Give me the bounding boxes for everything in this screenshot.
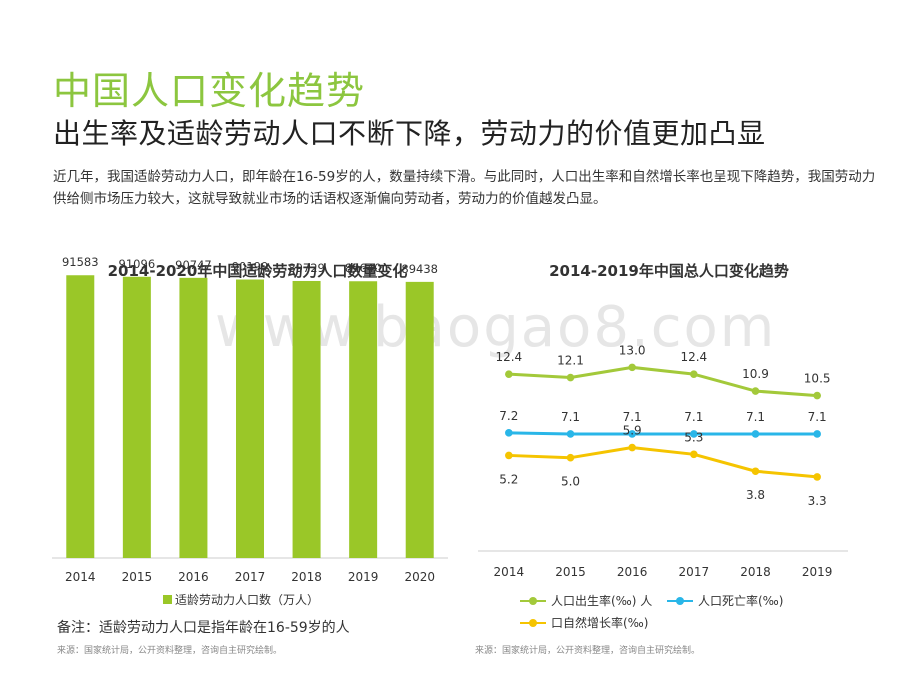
- line-data-label: 13.0: [619, 343, 646, 357]
- line-data-label: 7.2: [499, 409, 518, 423]
- line-data-label: 12.1: [557, 354, 584, 368]
- line-x-tick-label: 2017: [679, 565, 710, 579]
- page-title: 中国人口变化趋势: [53, 69, 366, 113]
- line-point: [628, 443, 636, 452]
- bar: [66, 275, 95, 558]
- legend-label-death-rate: 人口死亡率(‰): [698, 594, 784, 608]
- line-x-tick-label: 2018: [740, 565, 771, 579]
- line-point: [690, 450, 698, 459]
- line-data-label: 10.9: [742, 367, 769, 381]
- line-point: [566, 373, 575, 382]
- bar-x-tick-label: 2020: [404, 570, 435, 584]
- line-point: [566, 453, 575, 462]
- line-data-label: 7.1: [808, 410, 827, 424]
- series-line: [508, 446, 818, 479]
- line-point: [690, 370, 698, 378]
- line-point: [813, 391, 821, 400]
- line-point: [505, 370, 513, 378]
- line-point: [505, 451, 513, 460]
- bar-x-tick-label: 2016: [178, 570, 209, 584]
- bar-x-tick-label: 2018: [291, 570, 322, 584]
- line-point: [813, 430, 821, 438]
- legend-label-growth-rate: 口自然增长率(‰): [551, 616, 649, 630]
- bar: [292, 280, 321, 558]
- line-x-tick-label: 2015: [555, 565, 586, 579]
- legend-label-birth-rate: 人口出生率(‰) 人: [551, 594, 653, 608]
- line-point: [813, 473, 821, 481]
- line-data-label: 5.3: [684, 430, 703, 444]
- line-data-label: 7.1: [746, 410, 765, 424]
- bar-data-label: 89729: [288, 261, 325, 275]
- line-point: [751, 467, 760, 476]
- bar: [122, 276, 151, 558]
- bar: [405, 281, 434, 558]
- line-data-label: 3.8: [746, 488, 765, 502]
- line-data-label: 12.4: [495, 350, 522, 364]
- line-data-label: 5.9: [623, 424, 642, 438]
- footnote: 备注：适龄劳动力人口是指年龄在16-59岁的人: [57, 620, 350, 636]
- line-data-label: 5.0: [561, 475, 580, 489]
- line-point: [628, 430, 636, 438]
- bar-data-label: 91583: [62, 255, 99, 269]
- line-data-label: 12.4: [680, 350, 707, 364]
- source-note-right: 来源：国家统计局，公开资料整理，咨询自主研究绘制。: [475, 646, 701, 656]
- bar-data-label: 90199: [232, 260, 269, 274]
- bar: [179, 277, 208, 558]
- line-data-label: 5.2: [499, 472, 518, 486]
- series-line: [508, 431, 818, 436]
- legend-label-labor: 适龄劳动力人口数（万人）: [175, 593, 320, 607]
- line-point: [505, 429, 513, 437]
- source-note-left: 来源：国家统计局，公开资料整理，咨询自主研究绘制。: [57, 646, 283, 656]
- line-chart-title: 2014-2019年中国总人口变化趋势: [549, 262, 789, 280]
- page-subtitle: 出生率及适龄劳动人口不断下降，劳动力的价值更加凸显: [53, 117, 766, 150]
- line-data-label: 7.1: [623, 410, 642, 424]
- bar: [349, 281, 378, 558]
- line-x-tick-label: 2019: [802, 565, 833, 579]
- line-point: [628, 363, 636, 372]
- bar-data-label: 91096: [119, 257, 156, 271]
- bar-x-tick-label: 2017: [235, 570, 266, 584]
- line-point: [566, 430, 575, 438]
- legend-swatch-square-icon: [163, 595, 172, 604]
- bar-chart-title: 2014-2020年中国适龄劳动力人口数量变化: [107, 262, 408, 280]
- bar-x-tick-label: 2015: [122, 570, 153, 584]
- line-x-tick-label: 2014: [494, 565, 525, 579]
- legend-dot-icon: [529, 619, 537, 627]
- legend-dot-icon: [529, 597, 537, 605]
- line-data-label: 7.1: [684, 410, 703, 424]
- legend-dot-icon: [676, 597, 684, 605]
- line-data-label: 3.3: [808, 494, 827, 508]
- bar-chart-legend: 适龄劳动力人口数（万人）: [163, 591, 319, 608]
- series-line: [508, 365, 818, 398]
- line-point: [751, 387, 760, 395]
- intro-paragraph: 近几年，我国适龄劳动力人口，即年龄在16-59岁的人，数量持续下滑。与此同时，人…: [53, 169, 876, 207]
- bar-x-tick-label: 2014: [65, 570, 96, 584]
- bar-data-label: 89640: [345, 261, 382, 275]
- line-x-tick-label: 2016: [617, 565, 648, 579]
- line-point: [751, 430, 760, 438]
- bar-data-label: 89438: [401, 262, 438, 276]
- line-data-label: 10.5: [804, 372, 831, 386]
- bar: [236, 279, 264, 558]
- bar-x-tick-label: 2019: [348, 570, 379, 584]
- line-data-label: 7.1: [561, 410, 580, 424]
- line-point: [690, 430, 698, 438]
- bar-data-label: 90747: [175, 258, 212, 272]
